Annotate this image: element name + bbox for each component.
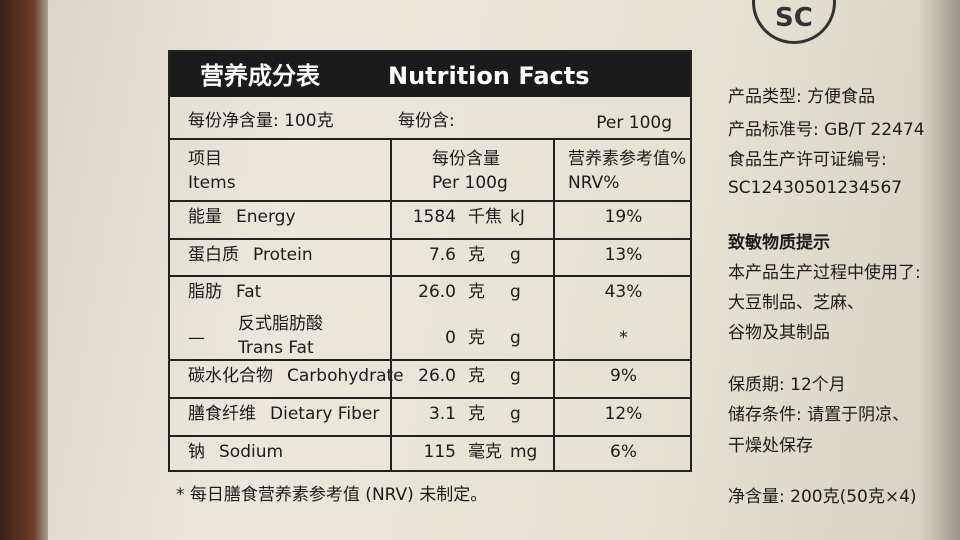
col-line [390,138,392,470]
unit-en: g [510,282,521,302]
amount: 3.1 [428,404,456,424]
unit-en: g [510,404,521,424]
row-line [170,397,690,399]
unit-en: g [510,245,521,265]
title-cn: 营养成分表 [200,62,320,90]
column-header: 营养素参考值% [568,149,687,169]
amount: 1584 [412,207,456,227]
column-header: Items [188,173,236,193]
title-bar [170,52,690,97]
col-line [553,138,555,470]
row-line [170,435,690,437]
nutrient-cn: 能量 [188,207,222,227]
amount: 26.0 [418,282,456,302]
column-header: NRV% [568,173,620,193]
nrv: 6% [610,442,637,462]
nutrient-cn: 膳食纤维 [188,404,256,424]
serving-per-100g: Per 100g [596,113,672,133]
amount: 7.6 [428,245,456,265]
package-edge [0,0,48,540]
prefix: — [188,328,205,348]
unit-cn: 克 [468,282,485,302]
nutrition-table: 营养成分表 Nutrition Facts 每份净含量: 100克 每份含: Per 1… [168,50,692,472]
unit-cn: 千焦 [468,207,502,227]
nutrient-en: Dietary Fiber [270,404,380,424]
nutrient-cn: 脂肪 [188,282,222,302]
unit-en: mg [510,442,538,462]
nrv: 13% [604,245,643,265]
info-line: 本产品生产过程中使用了: [728,263,921,283]
logo-text: SC [775,3,813,33]
column-header: Per 100g [432,173,508,193]
nutrient-cn: 蛋白质 [188,245,239,265]
nutrient-en: Sodium [219,442,284,462]
info-line: 产品标准号: GB/T 22474 [728,120,925,140]
amount: 115 [423,442,456,462]
column-header: 项目 [188,149,222,169]
info-line: 产品类型: 方便食品 [728,87,876,107]
unit-cn: 毫克 [468,442,502,462]
row-line [170,200,690,202]
row-line [170,238,690,240]
unit-en: kJ [510,207,525,227]
unit-cn: 克 [468,328,485,348]
unit-cn: 克 [468,245,485,265]
footnote: * 每日膳食营养素参考值 (NRV) 未制定。 [176,485,488,505]
serving-net: 每份净含量: 100克 [188,111,334,131]
nrv: 19% [604,207,643,227]
row-line [170,275,690,277]
amount: 26.0 [418,366,456,386]
info-line: 食品生产许可证编号: [728,150,887,170]
info-line: 谷物及其制品 [728,323,830,343]
title-en: Nutrition Facts [388,62,590,90]
package-edge [920,0,960,540]
unit-en: g [510,328,521,348]
info-line: 净含量: 200克(50克×4) [728,487,917,507]
nrv: 9% [610,366,637,386]
info-line: SC12430501234567 [728,178,903,198]
nutrient-cn: 钠 [188,442,205,462]
amount: 0 [445,328,456,348]
unit-cn: 克 [468,366,485,386]
sc-logo: SC [752,0,836,44]
info-line: 致敏物质提示 [728,233,830,253]
nutrient-en: Trans Fat [238,338,314,358]
row-line [170,138,690,140]
nutrient-en: Carbohydrate [287,366,404,386]
nutrient-en: Protein [253,245,313,265]
nutrient-cn: 碳水化合物 [188,366,273,386]
nrv: 43% [604,282,643,302]
serving-per: 每份含: [398,111,455,131]
nutrient-cn: 反式脂肪酸 [238,314,323,334]
column-header: 每份含量 [432,149,500,169]
info-line: 干燥处保存 [728,436,813,456]
info-line: 大豆制品、芝麻、 [728,293,864,313]
info-line: 保质期: 12个月 [728,375,846,395]
info-line: 储存条件: 请置于阴凉、 [728,405,910,425]
unit-en: g [510,366,521,386]
nrv: 12% [604,404,643,424]
row-line [170,359,690,361]
nrv: * [619,328,628,348]
unit-cn: 克 [468,404,485,424]
nutrient-en: Fat [236,282,262,302]
nutrient-en: Energy [236,207,296,227]
